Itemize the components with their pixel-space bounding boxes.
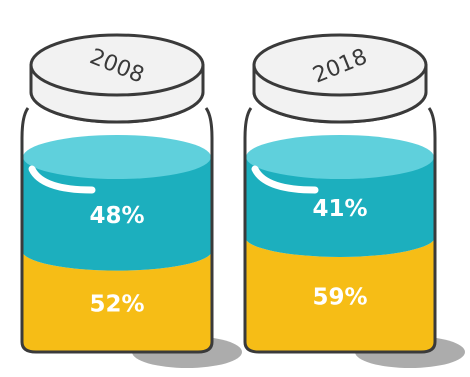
liquid-surface <box>246 135 434 179</box>
liquid-surface <box>23 135 211 179</box>
glass-highlight <box>251 165 319 194</box>
glass-highlight <box>28 165 96 194</box>
data-label-bottom-2018: 59% <box>312 284 367 310</box>
data-label-top-2008: 48% <box>89 203 144 229</box>
bar-segment-top-2018 <box>245 157 435 257</box>
data-label-bottom-2008: 52% <box>89 291 144 317</box>
lid-top <box>29 33 205 97</box>
bar-segment-bottom-2008 <box>22 250 212 352</box>
data-label-top-2018: 41% <box>312 196 367 222</box>
bar-segment-bottom-2018 <box>245 236 435 352</box>
jar-outline <box>20 107 214 354</box>
lid-top <box>252 33 428 97</box>
jar-outline <box>243 107 437 354</box>
